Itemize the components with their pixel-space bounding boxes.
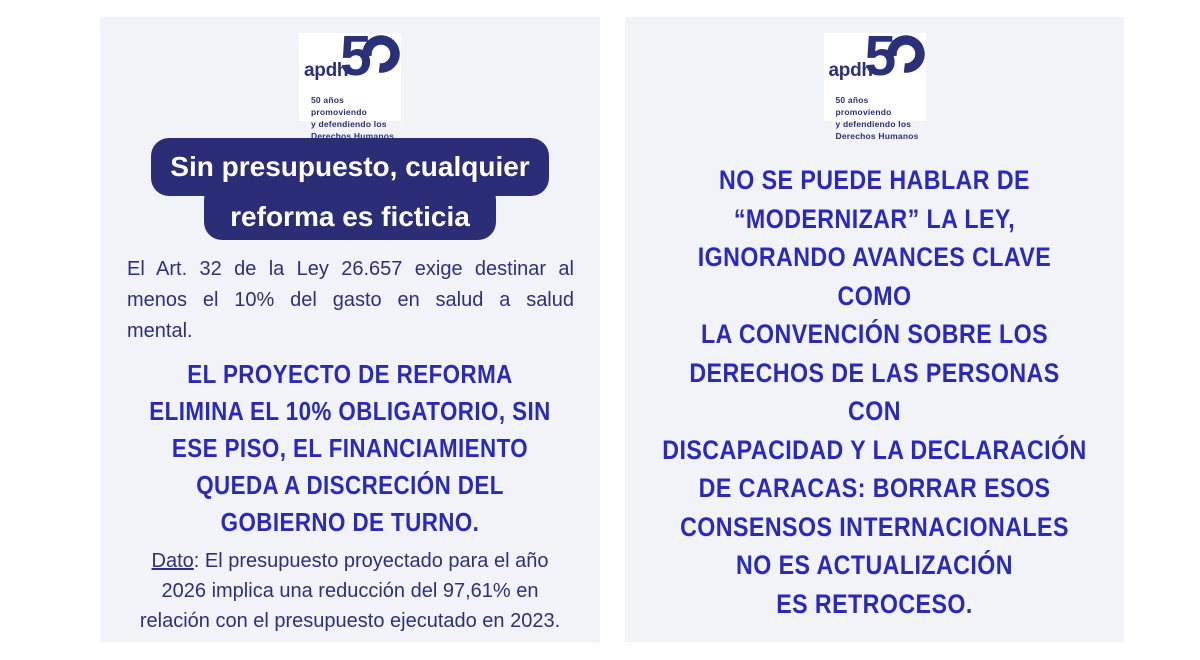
statement-line: GOBIERNO DE TURNO. <box>220 507 480 537</box>
headline-line-2: reforma es ficticia <box>230 201 470 232</box>
logo-tagline-line: y defendiendo los <box>311 118 387 129</box>
modernization-statement: NO SE PUEDE HABLAR DE “MODERNIZAR” LA LE… <box>660 161 1089 623</box>
budget-data-footnote: Dato: El presupuesto proyectado para el … <box>115 546 585 636</box>
statement-line: CONSENSOS INTERNACIONALES <box>680 511 1069 542</box>
footnote-label: Dato <box>151 550 194 572</box>
footnote-text: : El presupuesto proyectado para el año <box>193 550 549 572</box>
open-ring-zero-icon <box>362 35 400 73</box>
statement-line: DE CARACAS: BORRAR ESOS <box>698 473 1051 503</box>
statement-line: ELIMINA EL 10% OBLIGATORIO, SIN <box>149 396 551 426</box>
logo-tagline-line: 50 años promoviendo <box>835 95 892 117</box>
reform-warning-statement: EL PROYECTO DE REFORMA ELIMINA EL 10% OB… <box>135 356 565 541</box>
apdh-wordmark: apdh <box>828 60 873 81</box>
logo-tagline-line: Derechos Humanos <box>311 130 395 141</box>
footnote-line: relación con el presupuesto ejecutado en… <box>139 610 561 632</box>
statement-line: IGNORANDO AVANCES CLAVE COMO <box>697 242 1052 311</box>
statement-line: LA CONVENCIÓN SOBRE LOS <box>700 319 1049 349</box>
apdh-wordmark: apdh <box>304 60 349 81</box>
apdh-50-logomark: apdh 5 <box>824 28 926 91</box>
footnote-line: 2026 implica una reducción del 97,61% en <box>161 580 539 602</box>
statement-line: “MODERNIZAR” LA LEY, <box>733 203 1016 234</box>
logo-tagline-line: Derechos Humanos <box>835 130 919 141</box>
statement-line: DISCAPACIDAD Y LA DECLARACIÓN <box>662 434 1087 465</box>
modernization-slide-card: apdh 5 50 años promoviendo y defendiendo… <box>625 17 1124 642</box>
statement-line: EL PROYECTO DE REFORMA <box>187 359 513 389</box>
statement-line: DERECHOS DE LAS PERSONAS CON <box>689 357 1060 427</box>
statement-line: ES RETROCESO. <box>776 588 973 619</box>
logo-tagline-line: 50 años promoviendo <box>311 95 368 117</box>
paragraph-line: El Art. 32 de la Ley 26.657 exige destin… <box>127 258 574 280</box>
statement-line: ESE PISO, EL FINANCIAMIENTO <box>171 433 529 463</box>
statement-line: QUEDA A DISCRECIÓN DEL <box>196 470 504 500</box>
logo-tagline: 50 años promoviendo y defendiendo los De… <box>824 95 926 143</box>
paragraph-line: menos el 10% del gasto en salud a salud <box>127 289 574 311</box>
apdh-50-logo: apdh 5 50 años promoviendo y defendiendo… <box>299 28 401 141</box>
footnote-line: Dato: El presupuesto proyectado para el … <box>115 546 585 576</box>
apdh-50-logo: apdh 5 50 años promoviendo y defendiendo… <box>823 28 926 141</box>
apdh-50-logomark: apdh 5 <box>299 28 401 91</box>
headline-banner: Sin presupuesto, cualquier reforma es fi… <box>100 138 600 240</box>
open-ring-zero-icon <box>886 35 925 73</box>
budget-slide-card: apdh 5 50 años promoviendo y defendiendo… <box>100 17 600 642</box>
statement-line: NO SE PUEDE HABLAR DE <box>719 165 1030 195</box>
headline-banner-top: Sin presupuesto, cualquier <box>151 138 549 196</box>
logo-tagline: 50 años promoviendo y defendiendo los De… <box>299 95 401 143</box>
paragraph-line: mental. <box>127 320 193 342</box>
law-article-paragraph: El Art. 32 de la Ley 26.657 exige destin… <box>127 254 574 347</box>
headline-line-1: Sin presupuesto, cualquier <box>170 151 530 182</box>
statement-line: NO ES ACTUALIZACIÓN <box>736 550 1013 580</box>
logo-tagline-line: y defendiendo los <box>835 118 912 129</box>
